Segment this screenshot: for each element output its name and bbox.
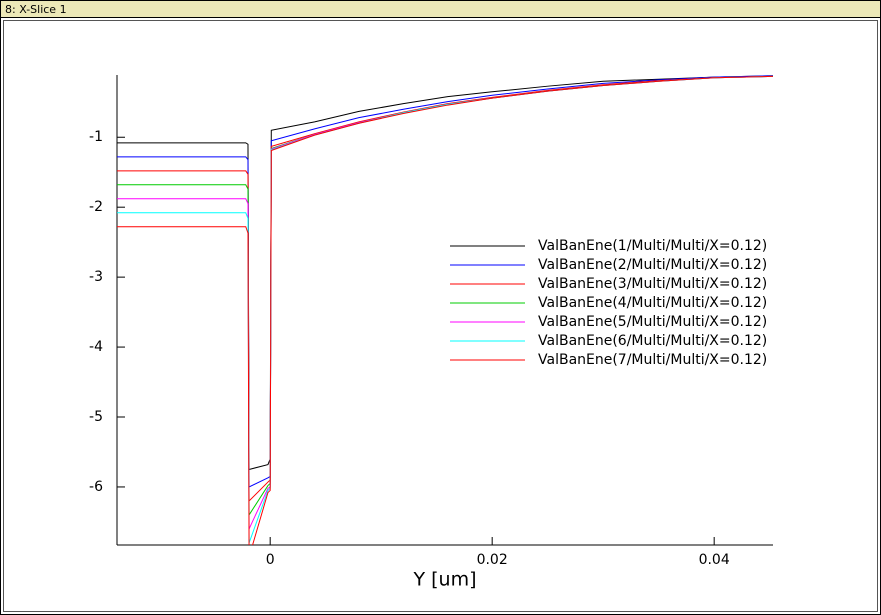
- x-tick-label: 0: [266, 552, 275, 568]
- legend-label: ValBanEne(1/Multi/Multi/X=0.12): [538, 238, 767, 254]
- plot-lines: [117, 75, 773, 545]
- y-tick-label: -2: [89, 199, 103, 215]
- legend-label: ValBanEne(5/Multi/Multi/X=0.12): [538, 314, 767, 330]
- y-tick-label: -1: [89, 129, 103, 145]
- legend-label: ValBanEne(2/Multi/Multi/X=0.12): [538, 257, 767, 273]
- y-tick-label: -6: [89, 479, 103, 495]
- plot-frame: [3, 20, 878, 612]
- legend-label: ValBanEne(7/Multi/Multi/X=0.12): [538, 352, 767, 368]
- series-line: [117, 75, 773, 545]
- x-axis-label: Y [um]: [412, 569, 476, 591]
- legend-label: ValBanEne(4/Multi/Multi/X=0.12): [538, 295, 767, 311]
- y-tick-label: -3: [89, 269, 103, 285]
- legend-label: ValBanEne(6/Multi/Multi/X=0.12): [538, 333, 767, 349]
- title-bar[interactable]: [0, 0, 881, 18]
- window-title: 8: X-Slice 1: [5, 3, 67, 16]
- y-tick-label: -5: [89, 409, 103, 425]
- y-tick-label: -4: [89, 339, 103, 355]
- x-tick-label: 0.04: [699, 552, 730, 568]
- x-tick-label: 0.02: [477, 552, 508, 568]
- legend-label: ValBanEne(3/Multi/Multi/X=0.12): [538, 276, 767, 292]
